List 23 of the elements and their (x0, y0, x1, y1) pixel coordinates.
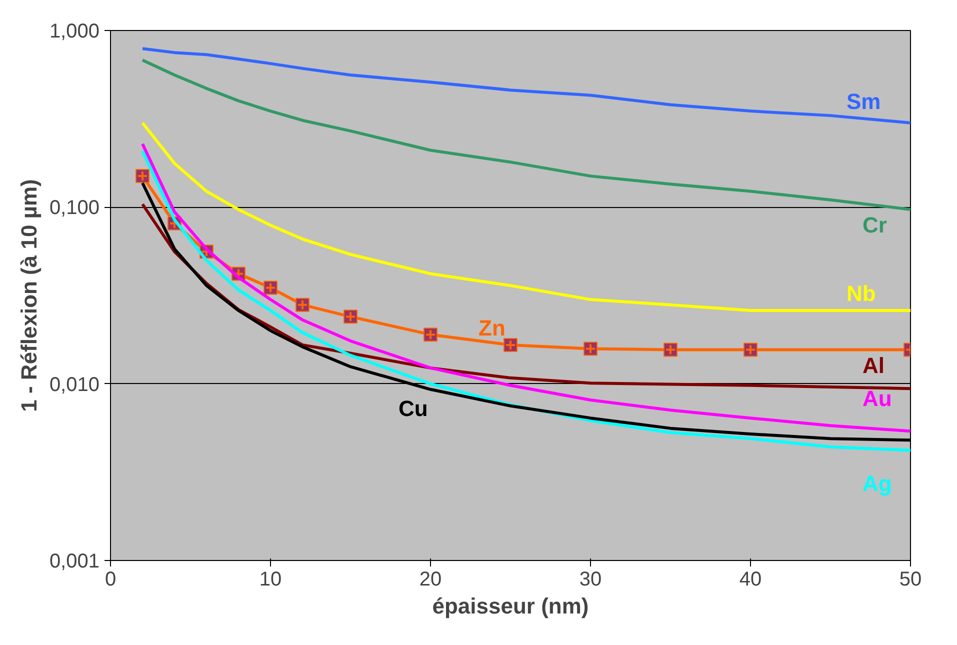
series-label: Al (862, 353, 884, 378)
line-series (141, 58, 910, 212)
x-tick-label: 20 (419, 568, 442, 590)
line-series (141, 47, 910, 124)
series-label: Nb (846, 280, 876, 306)
series-label: Zn (478, 315, 506, 340)
x-tick-label: 50 (899, 568, 922, 590)
series-label: Cu (398, 396, 428, 421)
y-tick-label: 0,010 (49, 374, 100, 396)
x-tick-label: 10 (259, 568, 282, 590)
y-tick-label: 0,100 (49, 197, 100, 220)
series-label: Sm (846, 89, 881, 114)
y-tick-label: 1,000 (49, 20, 100, 42)
x-tick-label: 0 (104, 568, 116, 590)
y-tick-label: 0,001 (49, 550, 100, 572)
y-axis-title: 1 - Réflexion (à 10 µm) (16, 179, 42, 412)
x-tick-label: 30 (579, 568, 602, 590)
series-label: Cr (862, 212, 888, 238)
x-axis-title: épaisseur (nm) (432, 594, 589, 618)
series-label: Au (862, 386, 892, 412)
series-label: Ag (862, 471, 892, 496)
line-series (141, 121, 910, 312)
x-tick-label: 40 (739, 568, 762, 590)
